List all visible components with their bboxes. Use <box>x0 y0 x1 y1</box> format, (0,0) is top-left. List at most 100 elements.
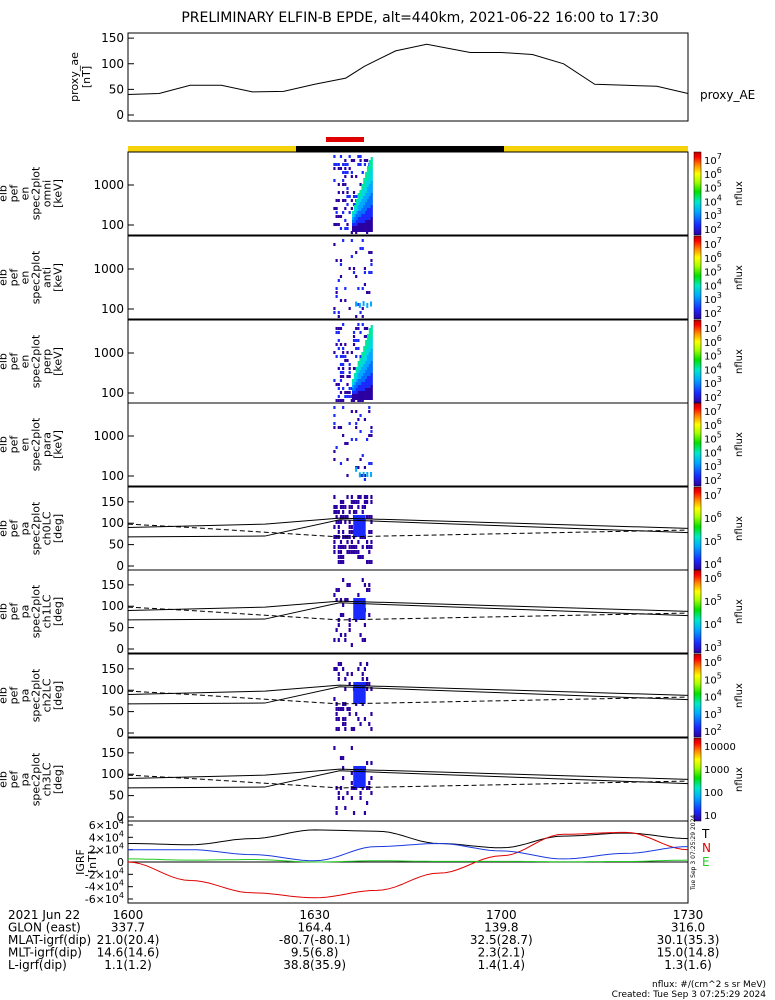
pitch-angle-pixel <box>350 545 353 549</box>
pitch-angle-pixel <box>342 796 345 800</box>
spectrogram-pixel <box>339 371 343 374</box>
pitch-angle-pixel <box>368 550 371 554</box>
spectrogram-pixel <box>352 223 355 226</box>
spectrogram-pixel <box>348 387 351 390</box>
spectrogram-pixel <box>337 426 340 429</box>
igrf-legend-entry: T <box>701 827 710 841</box>
panel-ylabel-line: [keV] <box>52 263 65 292</box>
pitch-angle-pixel <box>333 535 336 539</box>
pitch-tick-label: 100 <box>101 516 124 530</box>
spectrogram-pixel <box>361 358 364 361</box>
pitch-angle-pixel <box>342 613 345 617</box>
spectrogram-pixel <box>359 364 362 367</box>
spectrogram-pixel <box>368 388 371 391</box>
spectrogram-pixel <box>366 159 369 162</box>
ephemeris-value: 1.3(1.6) <box>664 958 712 972</box>
spectrogram-pixel <box>335 327 338 330</box>
pitch-angle-pixel <box>339 550 343 554</box>
spectrogram-pixel <box>359 190 362 193</box>
ephemeris-value: 21.0(20.4) <box>97 933 160 947</box>
pitch-angle-pixel <box>344 727 347 731</box>
spectrogram-pixel <box>337 315 340 318</box>
spectrogram-pixel <box>352 226 355 229</box>
spectrogram-pixel <box>365 373 368 376</box>
spectrogram-pixel <box>357 223 360 226</box>
spectrogram-pixel <box>363 283 367 286</box>
spectrogram-pixel <box>368 190 371 193</box>
spectrogram-pixel <box>355 211 358 214</box>
energy-tick-label: 100 <box>101 218 124 232</box>
pitch-angle-pixel <box>342 500 345 504</box>
spectrogram-pixel <box>368 397 371 400</box>
spectrogram-pixel <box>366 349 370 352</box>
spectrogram-pixel <box>342 323 345 326</box>
panel-ylabel-line: ch0LC <box>41 511 54 545</box>
spectrogram-pixel <box>368 172 371 175</box>
spectrogram-pixel <box>335 259 338 262</box>
spectrogram-pixel <box>357 397 360 400</box>
pitch-angle-pixel <box>339 515 343 519</box>
pitch-angle-pixel <box>366 687 369 691</box>
pitch-angle-pixel <box>342 545 345 549</box>
pitch-angle-pixel <box>344 722 347 726</box>
spectrogram-pixel <box>359 379 362 382</box>
proxy-ae-ylabel-line1: proxy_ae <box>68 52 81 102</box>
panel-ylabel-line: ch3LC <box>41 762 54 796</box>
pitch-angle-pixel <box>350 525 353 529</box>
spectrogram-pixel <box>366 337 370 340</box>
spectrogram-pixel <box>363 178 366 181</box>
spectrogram-pixel <box>365 394 368 397</box>
pitch-angle-pixel <box>350 727 353 731</box>
pitch-angle-pixel <box>333 746 336 750</box>
pitch-angle-pixel <box>333 540 336 544</box>
spectrogram-pixel <box>352 391 355 394</box>
spectrogram-pixel <box>368 462 371 465</box>
ephemeris-value: 38.8(35.9) <box>283 958 346 972</box>
pitch-angle-pixel <box>337 550 340 554</box>
pitch-angle-pixel <box>366 677 369 681</box>
spectrogram-pixel <box>368 331 371 334</box>
spectrogram-pixel <box>342 355 345 358</box>
pitch-angle-pixel <box>333 545 336 549</box>
panel-ylabel-line: elb <box>0 185 10 202</box>
pitch-angle-pixel <box>335 515 338 519</box>
spectrogram-pixel <box>348 167 351 170</box>
spectrogram-pixel <box>363 391 366 394</box>
spectrogram-pixel <box>339 375 343 378</box>
spectrogram-pixel <box>370 337 373 340</box>
spectrogram-pixel <box>363 397 366 400</box>
ephemeris-value: 1700 <box>486 908 517 922</box>
colorbar-label: nflux <box>734 599 745 624</box>
spectrogram-pixel <box>363 220 366 223</box>
spectrogram-pixel <box>366 169 370 172</box>
spectrogram-pixel <box>353 373 357 376</box>
pitch-angle-pixel <box>346 495 349 499</box>
spectrogram-pixel <box>335 223 338 226</box>
pitch-angle-pixel <box>346 515 349 519</box>
spectrogram-pixel <box>370 394 373 397</box>
spectrogram-pixel <box>357 347 360 350</box>
colorbar-label: nflux <box>734 349 745 374</box>
panel-ylabel-line: pef <box>8 519 21 538</box>
pitch-angle-pixel <box>370 791 373 795</box>
spectrogram-pixel <box>337 163 340 166</box>
spectrogram-pixel <box>361 361 364 364</box>
spectrogram-pixel <box>335 215 338 218</box>
spectrogram-pixel <box>357 214 360 217</box>
panel-ylabel-line: pef <box>8 184 21 203</box>
spectrogram-pixel <box>342 211 345 214</box>
panel-ylabel-line: [deg] <box>52 765 65 794</box>
spectrogram-pixel <box>368 355 371 358</box>
spectrogram-pixel <box>339 399 343 402</box>
pitch-angle-pixels <box>333 495 373 564</box>
pitch-tick-label: 50 <box>109 538 124 552</box>
pitch-angle-pixel <box>363 811 367 815</box>
pitch-angle-pixel <box>342 515 345 519</box>
spectrogram-pixel <box>342 191 345 194</box>
spectrogram-pixel <box>353 385 357 388</box>
spectrogram-pixel <box>368 178 371 181</box>
spectrogram-pixel <box>361 193 364 196</box>
spectrogram-pixel <box>350 351 353 354</box>
spectrogram-pixel <box>359 214 362 217</box>
